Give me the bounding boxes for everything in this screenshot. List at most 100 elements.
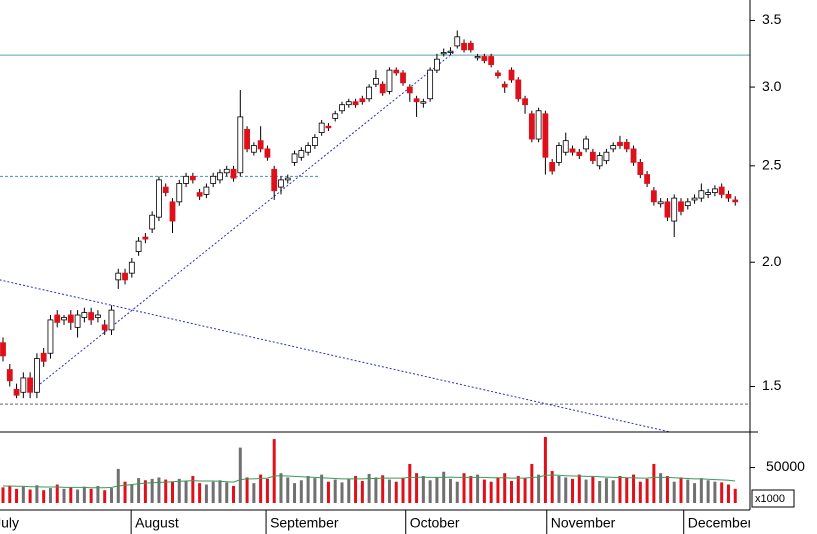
volume-bar <box>286 477 290 503</box>
candle-body <box>400 72 406 84</box>
volume-bar <box>442 471 446 503</box>
candle-body <box>583 138 589 150</box>
candle-body <box>332 113 339 119</box>
volume-bar <box>313 478 317 503</box>
volume-bar <box>577 474 581 503</box>
unit-box <box>751 489 795 508</box>
volume-bar <box>387 479 391 503</box>
volume-bar <box>299 480 303 503</box>
candle-body <box>305 145 312 153</box>
volume-bar <box>462 473 466 503</box>
candle-body <box>237 116 244 174</box>
volume-bar <box>42 490 46 503</box>
candle-body <box>95 314 101 318</box>
volume-bar <box>123 481 127 503</box>
candle-body <box>47 319 54 354</box>
candle-body <box>569 148 576 153</box>
y-tick-label: 2.0 <box>762 253 782 269</box>
candle-body <box>596 155 603 167</box>
candle-body <box>684 201 691 207</box>
candle-body <box>440 52 447 55</box>
y-tick-label: 50000 <box>766 458 805 474</box>
candle-body <box>481 56 488 61</box>
volume-bar <box>401 478 405 503</box>
volume-bar <box>35 485 39 503</box>
volume-bar <box>333 479 337 503</box>
volume-bar <box>591 476 595 503</box>
volume-bar <box>21 486 25 503</box>
candle-body <box>244 128 250 150</box>
volume-bar <box>279 473 283 503</box>
volume-bar <box>306 476 310 503</box>
volume-bar <box>62 488 66 503</box>
volume-bar <box>374 477 378 503</box>
candle-body <box>162 186 169 193</box>
volume-bar <box>638 481 642 503</box>
candle-body <box>291 153 298 163</box>
candle-body <box>352 101 359 106</box>
volume-bar <box>69 487 73 503</box>
volume-bar <box>48 488 52 503</box>
volume-bar <box>320 474 324 503</box>
volume-bar <box>455 481 459 503</box>
volume-bar <box>354 476 358 503</box>
volume-bar <box>611 480 615 503</box>
volume-bar <box>293 483 297 503</box>
candle-body <box>576 151 583 156</box>
y-tick-label: 3.0 <box>762 78 782 94</box>
candle-body <box>705 192 712 195</box>
candle-body <box>169 201 176 222</box>
volume-bar <box>482 479 486 503</box>
x-tick-label: November <box>551 515 616 531</box>
candle-body <box>515 79 522 100</box>
volume-bar <box>679 477 683 503</box>
volume-bar <box>733 488 737 503</box>
candle-body <box>447 50 454 53</box>
volume-bar <box>510 480 513 503</box>
candle-body <box>691 197 698 201</box>
volume-bar <box>259 474 263 503</box>
volume-bar <box>326 481 330 503</box>
volume-bar <box>557 476 561 503</box>
candle-body <box>325 125 332 129</box>
volume-bar <box>347 478 351 503</box>
candle-body <box>284 177 291 181</box>
volume-bar <box>109 488 113 503</box>
candle-body <box>27 377 34 393</box>
candle-body <box>664 201 671 218</box>
volume-bar <box>598 480 602 503</box>
candle-body <box>528 113 535 140</box>
volume-bar <box>340 482 344 503</box>
volume-bar <box>469 476 473 503</box>
candle-body <box>556 145 562 163</box>
candle-body <box>20 377 27 393</box>
candle-body <box>406 86 413 94</box>
candle-body <box>264 148 271 158</box>
trend-line <box>0 279 671 433</box>
candle-body <box>74 314 81 328</box>
candle-body <box>420 101 427 104</box>
volume-bar <box>571 478 575 503</box>
volume-bar <box>137 478 141 503</box>
volume-bar <box>130 484 134 503</box>
candle-body <box>535 110 542 140</box>
candle-body <box>210 175 217 184</box>
x-tick-label: September <box>270 515 339 531</box>
volume-bar <box>686 479 690 503</box>
plot-area: July August September October November Decemb… <box>0 30 750 534</box>
candle-body <box>732 199 739 203</box>
volume-bar <box>15 488 19 503</box>
volume-bar <box>157 477 161 503</box>
candle-body <box>488 56 495 66</box>
volume-bar <box>584 479 588 503</box>
volume-bar <box>489 481 493 503</box>
candle-body <box>474 56 481 59</box>
volume-bar <box>435 477 439 503</box>
volume-bar <box>143 480 147 503</box>
volume-bar <box>659 473 663 503</box>
volume-bar <box>523 478 527 503</box>
candle-body <box>508 69 515 81</box>
volume-bar <box>164 479 168 503</box>
candle-body <box>610 145 617 150</box>
candle-body <box>461 42 467 51</box>
